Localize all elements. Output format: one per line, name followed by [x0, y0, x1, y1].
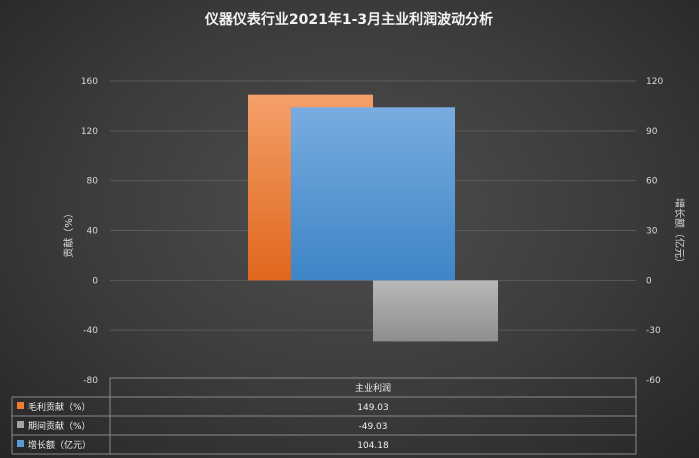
data-table: 主业利润 毛利贡献（%） 149.03 期间贡献（%） -49.03 增长额（亿… — [11, 377, 637, 455]
table-value-gross: 149.03 — [357, 403, 389, 413]
bars — [248, 94, 498, 342]
right-tick-label: 60 — [646, 177, 658, 187]
table-value-period: -49.03 — [358, 422, 387, 432]
bar-period-contribution — [373, 280, 498, 342]
left-tick-label: -40 — [83, 326, 98, 336]
bar-growth-amount — [291, 107, 455, 281]
left-axis-ticks: 160 120 80 40 0 -40 -80 — [81, 77, 98, 386]
left-tick-label: 40 — [87, 227, 99, 237]
legend-swatch-gross — [17, 402, 24, 409]
left-tick-label: 160 — [81, 77, 98, 87]
right-tick-label: 120 — [646, 77, 663, 87]
right-tick-label: -30 — [646, 326, 661, 336]
legend-label-period: 期间贡献（%） — [28, 420, 91, 432]
left-tick-label: -80 — [83, 376, 98, 386]
right-tick-label: 90 — [646, 127, 658, 137]
left-axis-title: 贡献（%） — [62, 208, 75, 258]
legend-swatch-period — [17, 421, 24, 428]
right-tick-label: -60 — [646, 376, 661, 386]
right-axis-ticks: 120 90 60 30 0 -30 -60 — [646, 77, 663, 386]
right-tick-label: 30 — [646, 227, 658, 237]
table-header-category: 主业利润 — [355, 382, 391, 394]
left-tick-label: 80 — [87, 177, 99, 187]
left-tick-label: 120 — [81, 127, 98, 137]
chart-title: 仪器仪表行业2021年1-3月主业利润波动分析 — [204, 11, 493, 28]
legend-label-gross: 毛利贡献（%） — [28, 401, 91, 413]
right-axis-title: 增长额（亿元） — [673, 198, 686, 268]
table-value-growth: 104.18 — [357, 441, 389, 451]
right-tick-label: 0 — [646, 276, 652, 286]
legend-swatch-growth — [17, 440, 24, 447]
left-tick-label: 0 — [92, 276, 98, 286]
legend-label-growth: 增长额（亿元） — [28, 439, 91, 451]
